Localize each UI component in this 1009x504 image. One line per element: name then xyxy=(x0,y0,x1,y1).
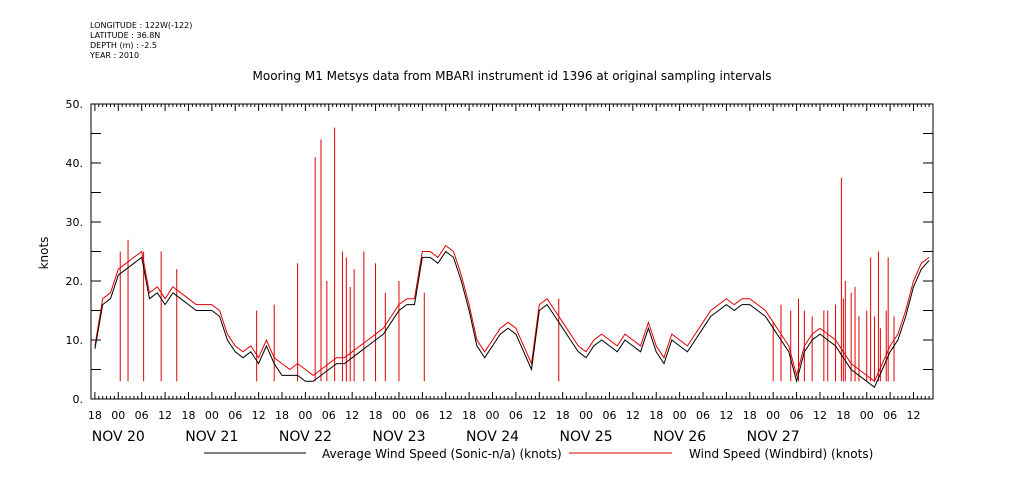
x-tick-label: 18 xyxy=(88,409,102,422)
average-line xyxy=(94,250,930,388)
x-tick-label: 00 xyxy=(673,409,687,422)
y-tick-label: 40. xyxy=(66,157,84,170)
x-tick-label: 12 xyxy=(626,409,640,422)
legend-average-label: Average Wind Speed (Sonic-n/a) (knots) xyxy=(322,447,562,461)
x-tick-label: 00 xyxy=(205,409,219,422)
x-day-label: NOV 27 xyxy=(747,429,800,445)
y-tick-label: 10. xyxy=(66,334,84,347)
legend: Average Wind Speed (Sonic-n/a) (knots) W… xyxy=(204,447,873,461)
x-tick-label: 12 xyxy=(719,409,733,422)
x-tick-label: 18 xyxy=(275,409,289,422)
x-tick-label: 06 xyxy=(135,409,149,422)
x-tick-label: 06 xyxy=(883,409,897,422)
year-label: YEAR : 2010 xyxy=(90,51,140,60)
x-tick-label: 06 xyxy=(415,409,429,422)
chart-title: Mooring M1 Metsys data from MBARI instru… xyxy=(253,69,772,83)
x-tick-label: 00 xyxy=(298,409,312,422)
x-tick-label: 18 xyxy=(369,409,383,422)
x-tick-label: 12 xyxy=(158,409,172,422)
x-tick-label: 18 xyxy=(462,409,476,422)
x-day-label: NOV 21 xyxy=(185,429,238,445)
x-tick-label: 00 xyxy=(486,409,500,422)
x-axis-ticks: 18 00 06 12 18 00 06 12 18 00 06 12 18 00 06 12 18 00 06 12… xyxy=(88,104,934,445)
x-tick-label: 18 xyxy=(556,409,570,422)
spike-series xyxy=(119,127,895,382)
x-day-label: NOV 23 xyxy=(372,429,425,445)
x-day-label: NOV 25 xyxy=(560,429,613,445)
x-day-label: NOV 24 xyxy=(466,429,519,445)
x-tick-label: 12 xyxy=(439,409,453,422)
x-tick-label: 18 xyxy=(649,409,663,422)
x-tick-label: 12 xyxy=(345,409,359,422)
x-tick-label: 00 xyxy=(579,409,593,422)
x-tick-label: 06 xyxy=(696,409,710,422)
x-tick-label: 12 xyxy=(532,409,546,422)
y-axis-label: knots xyxy=(37,237,51,270)
windbird-line xyxy=(94,244,930,383)
x-tick-label: 18 xyxy=(181,409,195,422)
x-tick-label: 06 xyxy=(602,409,616,422)
x-tick-label: 06 xyxy=(322,409,336,422)
y-tick-label: 50. xyxy=(66,98,84,111)
plot-frame xyxy=(90,103,934,400)
x-day-label: NOV 20 xyxy=(92,429,145,445)
y-axis-ticks: 0. 10. 20. 30. 40. 50. xyxy=(66,98,933,406)
x-tick-label: 00 xyxy=(392,409,406,422)
x-tick-label: 18 xyxy=(836,409,850,422)
x-tick-label: 12 xyxy=(252,409,266,422)
x-tick-label: 06 xyxy=(228,409,242,422)
x-tick-label: 00 xyxy=(766,409,780,422)
x-tick-label: 06 xyxy=(509,409,523,422)
depth-label: DEPTH (m) : -2.5 xyxy=(90,41,157,50)
x-tick-label: 12 xyxy=(813,409,827,422)
x-tick-label: 18 xyxy=(743,409,757,422)
y-tick-label: 20. xyxy=(66,275,84,288)
x-tick-label: 00 xyxy=(111,409,125,422)
longitude-label: LONGITUDE : 122W(-122) xyxy=(90,21,193,30)
station-metadata: LONGITUDE : 122W(-122) LATITUDE : 36.8N … xyxy=(90,21,192,61)
latitude-label: LATITUDE : 36.8N xyxy=(90,31,161,40)
x-tick-label: 06 xyxy=(790,409,804,422)
y-tick-label: 0. xyxy=(73,393,84,406)
x-tick-label: 00 xyxy=(860,409,874,422)
x-tick-label: 12 xyxy=(907,409,921,422)
legend-windbird-label: Wind Speed (Windbird) (knots) xyxy=(689,447,873,461)
x-day-label: NOV 26 xyxy=(653,429,706,445)
y-tick-label: 30. xyxy=(66,216,84,229)
x-day-label: NOV 22 xyxy=(279,429,332,445)
